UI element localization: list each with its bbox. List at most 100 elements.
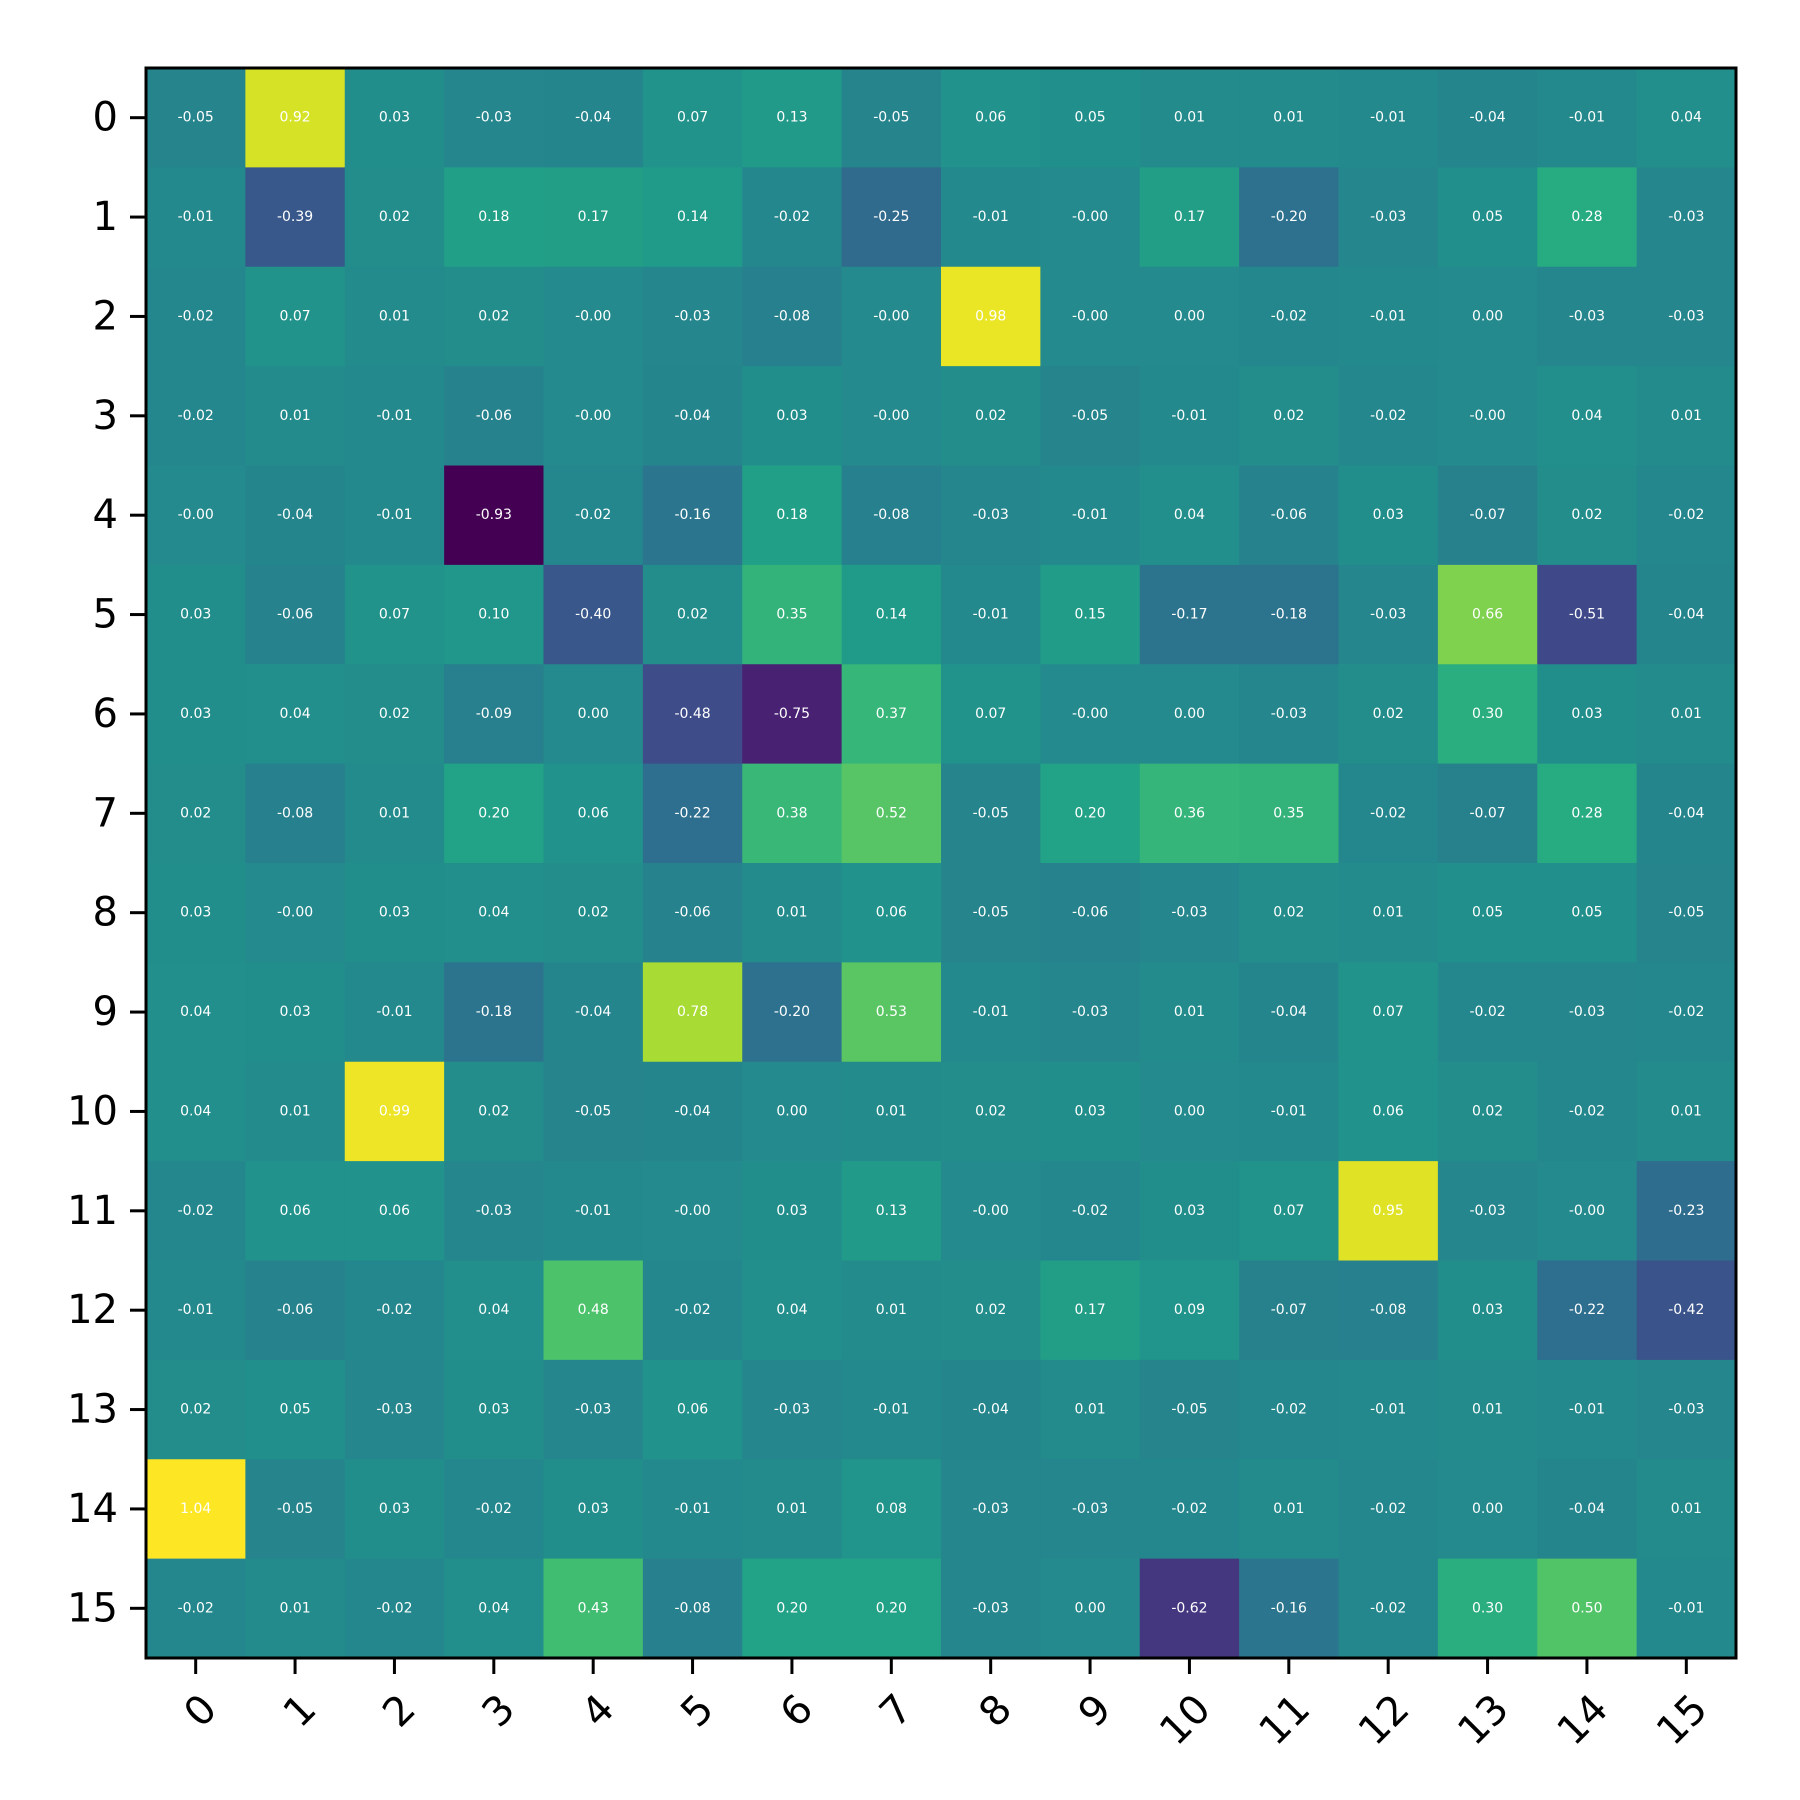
- heatmap-cell: [841, 863, 942, 963]
- cell-value-label: -0.01: [674, 1501, 710, 1517]
- cell-value-label: 0.01: [1671, 1501, 1702, 1517]
- cell-value-label: 0.02: [478, 308, 509, 324]
- cell-value-label: 0.02: [1273, 905, 1304, 921]
- heatmap-cell: [1139, 664, 1240, 765]
- cell-value-label: 0.20: [876, 1600, 907, 1616]
- heatmap-cell: [543, 564, 644, 665]
- cell-value-label: -0.18: [1271, 607, 1307, 623]
- heatmap-cell: [1437, 1260, 1538, 1361]
- cell-value-label: -0.00: [1469, 408, 1505, 424]
- cell-value-label: 0.30: [1472, 1600, 1503, 1616]
- cell-value-label: -0.03: [1271, 706, 1307, 722]
- cell-value-label: 0.20: [478, 805, 509, 821]
- heatmap-cell: [146, 266, 246, 367]
- cell-value-label: 0.06: [379, 1203, 410, 1219]
- cell-value-label: 0.37: [876, 706, 907, 722]
- cell-value-label: -0.02: [1370, 408, 1406, 424]
- cell-value-label: 0.02: [1273, 408, 1304, 424]
- heatmap-cell: [245, 167, 346, 268]
- cell-value-label: 0.06: [1373, 1103, 1404, 1119]
- heatmap-cell: [742, 167, 843, 268]
- cell-value-label: 0.03: [180, 905, 211, 921]
- cell-value-label: 0.01: [876, 1302, 907, 1318]
- heatmap-cell: [444, 68, 544, 168]
- heatmap-cell: [1239, 564, 1339, 665]
- heatmap-cell: [1040, 167, 1141, 268]
- heatmap-cell: [245, 962, 346, 1063]
- cell-value-label: -0.01: [1271, 1103, 1307, 1119]
- heatmap-cell: [742, 1061, 843, 1162]
- cell-value-label: 1.04: [180, 1501, 211, 1517]
- cell-value-label: -0.02: [1271, 308, 1307, 324]
- cell-value-label: 0.02: [975, 1103, 1006, 1119]
- cell-value-label: -0.01: [973, 1004, 1009, 1020]
- cell-value-label: 0.02: [1571, 507, 1602, 523]
- heatmap-cell: [1636, 1558, 1737, 1659]
- cell-value-label: -0.01: [1569, 110, 1605, 126]
- heatmap-cell: [444, 1459, 544, 1560]
- heatmap-cell: [742, 1459, 843, 1560]
- heatmap-cell: [1239, 763, 1339, 864]
- cell-value-label: -0.05: [973, 905, 1009, 921]
- heatmap-cell: [1239, 68, 1339, 168]
- cell-value-label: -0.08: [277, 805, 313, 821]
- cell-value-label: -0.01: [973, 209, 1009, 225]
- cell-value-label: 0.02: [578, 905, 609, 921]
- heatmap-cell: [245, 68, 346, 168]
- heatmap-cell: [941, 1459, 1041, 1560]
- cell-value-label: -0.02: [1370, 805, 1406, 821]
- heatmap-cell: [1139, 863, 1240, 963]
- cell-value-label: 0.43: [578, 1600, 609, 1616]
- heatmap-cell: [1040, 863, 1141, 963]
- cell-value-label: -0.06: [1072, 905, 1108, 921]
- cell-value-label: -0.01: [1072, 507, 1108, 523]
- x-tick-label: 15: [1648, 1686, 1717, 1755]
- cell-value-label: 0.48: [578, 1302, 609, 1318]
- cell-value-label: 0.28: [1571, 805, 1602, 821]
- cell-value-label: -0.03: [973, 1501, 1009, 1517]
- cell-value-label: 0.02: [975, 408, 1006, 424]
- heatmap-cell: [941, 962, 1041, 1063]
- cell-value-label: 0.98: [975, 308, 1006, 324]
- heatmap-cell: [1537, 266, 1638, 367]
- heatmap-cell: [344, 863, 445, 963]
- heatmap-cell: [742, 962, 843, 1063]
- cell-value-label: -0.04: [1469, 110, 1505, 126]
- heatmap-cell: [1139, 763, 1240, 864]
- x-tick-label: 6: [772, 1686, 823, 1737]
- heatmap-cell: [344, 1161, 445, 1261]
- heatmap-cell: [344, 366, 445, 466]
- heatmap-cell: [742, 1161, 843, 1261]
- heatmap-cell: [146, 763, 246, 864]
- cell-value-label: 0.17: [578, 209, 609, 225]
- heatmap-cell: [245, 1161, 346, 1261]
- heatmap-cell: [1338, 167, 1439, 268]
- heatmap-cell: [146, 863, 246, 963]
- x-tick-label: 5: [672, 1686, 723, 1737]
- cell-value-label: -0.02: [376, 1302, 412, 1318]
- heatmap-cell: [1437, 167, 1538, 268]
- heatmap-cell: [146, 1558, 246, 1659]
- cell-value-label: -0.00: [873, 408, 909, 424]
- cell-value-label: -0.06: [277, 1302, 313, 1318]
- cell-value-label: 0.07: [1373, 1004, 1404, 1020]
- cell-value-label: -0.22: [1569, 1302, 1605, 1318]
- x-tick-label: 13: [1449, 1686, 1518, 1755]
- x-tick-label: 11: [1251, 1686, 1320, 1755]
- cell-value-label: -0.03: [1370, 209, 1406, 225]
- y-tick-label: 7: [93, 790, 118, 836]
- heatmap-cell: [642, 1061, 743, 1162]
- heatmap-cell: [1338, 1061, 1439, 1162]
- cell-value-label: -0.39: [277, 209, 313, 225]
- cell-value-label: -0.02: [774, 209, 810, 225]
- cell-value-label: -0.03: [1370, 607, 1406, 623]
- cell-value-label: 0.78: [677, 1004, 708, 1020]
- heatmap-cell: [444, 863, 544, 963]
- cell-value-label: -0.09: [476, 706, 512, 722]
- heatmap-cell: [1636, 1061, 1737, 1162]
- cell-value-label: 0.05: [1571, 905, 1602, 921]
- cell-value-label: -0.03: [774, 1402, 810, 1418]
- heatmap-cell: [444, 664, 544, 765]
- heatmap-value-labels: -0.05 0.92 0.03 -0.03 -0.04 0.07 0.13 -0.05 0.06…: [178, 110, 1705, 1617]
- heatmap-cell: [1040, 1061, 1141, 1162]
